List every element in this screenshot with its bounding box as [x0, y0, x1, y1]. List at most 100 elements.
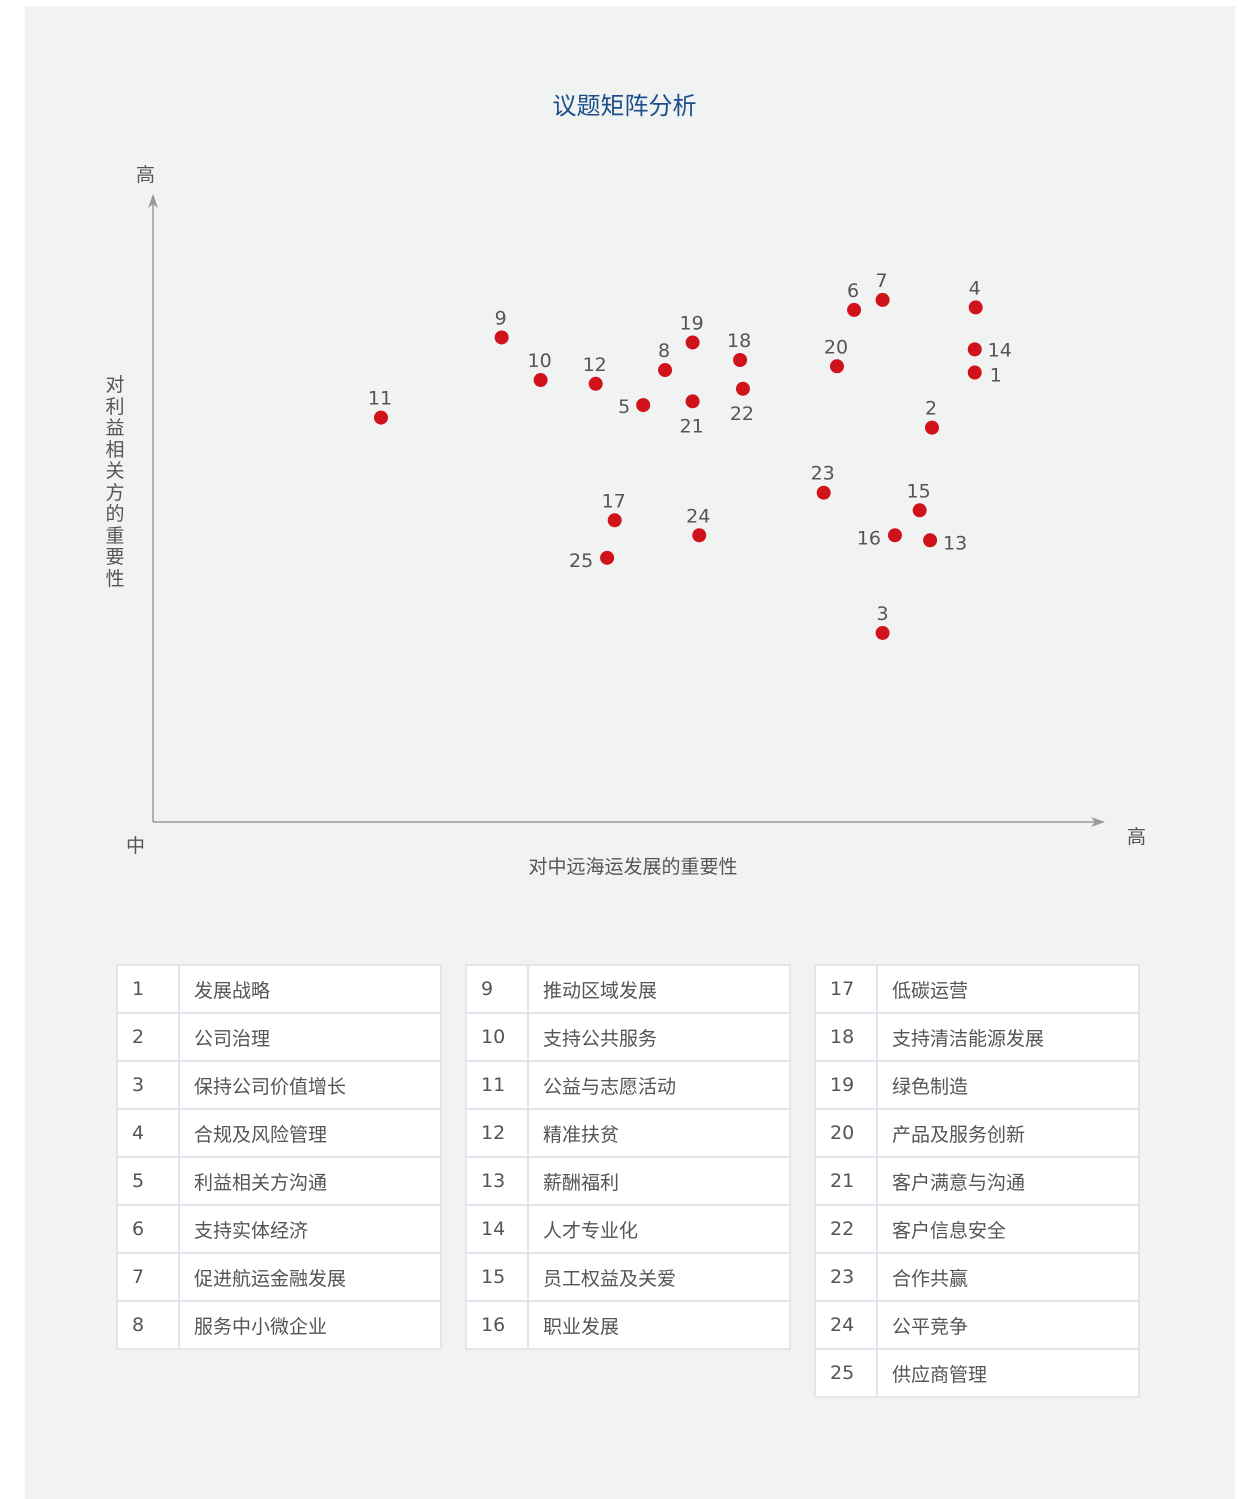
data-label-12: 12: [583, 354, 607, 376]
legend-table-3: 17 低碳运营 18 支持清洁能源发展 19 绿色制造 20 产品及服务创新 21 客户满意与沟通…: [814, 964, 1140, 1398]
legend-row: 18 支持清洁能源发展: [814, 1012, 1140, 1062]
legend-row: 6 支持实体经济: [116, 1204, 442, 1254]
data-label-15: 15: [907, 480, 931, 502]
data-label-6: 6: [847, 280, 859, 302]
legend-number: 11: [465, 1060, 529, 1110]
data-point-25: [600, 550, 615, 565]
legend-label: 人才专业化: [527, 1204, 791, 1254]
data-point-13: [923, 533, 938, 548]
legend-number: 25: [814, 1348, 878, 1398]
legend-row: 9 推动区域发展: [465, 964, 791, 1014]
data-label-4: 4: [969, 277, 981, 299]
data-point-15: [912, 503, 927, 518]
data-point-5: [636, 398, 651, 413]
legend-row: 10 支持公共服务: [465, 1012, 791, 1062]
legend-label: 产品及服务创新: [876, 1108, 1140, 1158]
legend-number: 12: [465, 1108, 529, 1158]
legend-row: 12 精准扶贫: [465, 1108, 791, 1158]
legend-label: 职业发展: [527, 1300, 791, 1350]
data-label-24: 24: [686, 505, 710, 527]
y-axis-high-label: 高: [136, 164, 156, 186]
legend-label: 客户信息安全: [876, 1204, 1140, 1254]
data-point-20: [830, 359, 844, 374]
data-label-25: 25: [569, 550, 593, 572]
legend-number: 24: [814, 1300, 878, 1350]
legend-table-1: 1 发展战略 2 公司治理 3 保持公司价值增长 4 合规及风险管理 5 利益相关方沟通 6 支持实体…: [116, 964, 442, 1350]
data-point-4: [968, 300, 983, 315]
legend-row: 3 保持公司价值增长: [116, 1060, 442, 1110]
legend-label: 员工权益及关爱: [527, 1252, 791, 1302]
legend-number: 20: [814, 1108, 878, 1158]
legend-label: 低碳运营: [876, 964, 1140, 1014]
data-label-10: 10: [528, 350, 552, 372]
legend-label: 支持清洁能源发展: [876, 1012, 1140, 1062]
data-label-9: 9: [495, 307, 507, 329]
legend-row: 24 公平竞争: [814, 1300, 1140, 1350]
legend-row: 8 服务中小微企业: [116, 1300, 442, 1350]
legend-number: 6: [116, 1204, 180, 1254]
legend-label: 公平竞争: [876, 1300, 1140, 1350]
legend-label: 公司治理: [178, 1012, 442, 1062]
data-label-22: 22: [730, 403, 754, 425]
legend-number: 18: [814, 1012, 878, 1062]
data-point-3: [875, 625, 890, 640]
legend-number: 13: [465, 1156, 529, 1206]
data-label-14: 14: [988, 339, 1012, 361]
data-label-7: 7: [876, 270, 888, 292]
data-label-3: 3: [877, 603, 889, 625]
data-point-17: [607, 513, 622, 528]
legend-label: 合规及风险管理: [178, 1108, 442, 1158]
legend-number: 2: [116, 1012, 180, 1062]
legend-number: 4: [116, 1108, 180, 1158]
data-point-22: [735, 381, 750, 396]
legend-row: 2 公司治理: [116, 1012, 442, 1062]
legend-number: 23: [814, 1252, 878, 1302]
data-point-7: [875, 292, 890, 307]
legend-row: 23 合作共赢: [814, 1252, 1140, 1302]
legend-label: 供应商管理: [876, 1348, 1140, 1398]
data-label-1: 1: [990, 365, 1002, 387]
data-point-19: [685, 335, 700, 350]
legend-row: 22 客户信息安全: [814, 1204, 1140, 1254]
data-label-2: 2: [925, 398, 937, 420]
legend-number: 15: [465, 1252, 529, 1302]
legend-row: 20 产品及服务创新: [814, 1108, 1140, 1158]
legend-number: 22: [814, 1204, 878, 1254]
legend-number: 14: [465, 1204, 529, 1254]
data-point-21: [685, 394, 700, 409]
legend-number: 9: [465, 964, 529, 1014]
x-axis-high-label: 高: [1127, 826, 1147, 848]
legend-number: 5: [116, 1156, 180, 1206]
data-point-10: [533, 373, 548, 388]
data-label-19: 19: [680, 312, 704, 334]
legend-row: 21 客户满意与沟通: [814, 1156, 1140, 1206]
legend-number: 3: [116, 1060, 180, 1110]
data-label-11: 11: [368, 388, 392, 410]
legend-number: 7: [116, 1252, 180, 1302]
legend-number: 16: [465, 1300, 529, 1350]
data-point-8: [658, 363, 673, 378]
legend-row: 17 低碳运营: [814, 964, 1140, 1014]
data-label-8: 8: [658, 340, 670, 362]
legend-label: 公益与志愿活动: [527, 1060, 791, 1110]
legend-row: 15 员工权益及关爱: [465, 1252, 791, 1302]
legend-number: 21: [814, 1156, 878, 1206]
data-label-13: 13: [943, 532, 967, 554]
legend-label: 合作共赢: [876, 1252, 1140, 1302]
data-point-23: [816, 485, 831, 500]
data-point-2: [925, 420, 939, 435]
legend-number: 17: [814, 964, 878, 1014]
data-label-21: 21: [680, 415, 704, 437]
data-label-16: 16: [857, 527, 881, 549]
legend-label: 保持公司价值增长: [178, 1060, 442, 1110]
legend-row: 5 利益相关方沟通: [116, 1156, 442, 1206]
data-point-6: [847, 302, 862, 317]
legend-label: 绿色制造: [876, 1060, 1140, 1110]
legend-row: 25 供应商管理: [814, 1348, 1140, 1398]
data-label-17: 17: [602, 490, 626, 512]
data-point-14: [967, 342, 982, 357]
legend-row: 14 人才专业化: [465, 1204, 791, 1254]
origin-label: 中: [126, 835, 146, 857]
